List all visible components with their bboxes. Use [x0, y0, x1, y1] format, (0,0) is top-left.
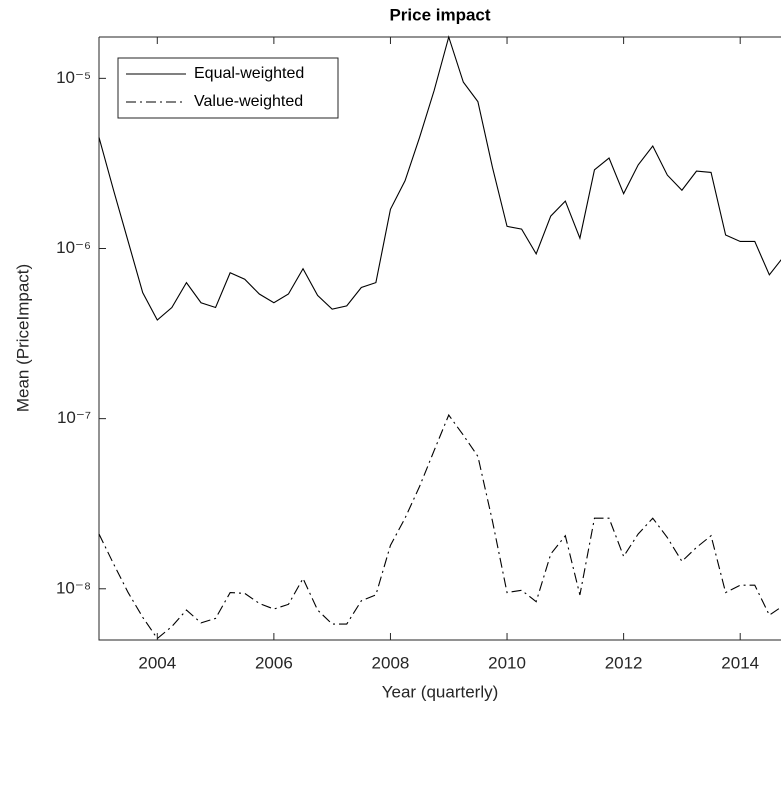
legend-box: [117, 57, 339, 119]
y-tick-label: 10⁻⁸: [56, 578, 91, 597]
axes-box: [98, 36, 781, 641]
y-tick-label: 10⁻⁵: [56, 68, 91, 87]
x-tick-label: 2004: [138, 653, 176, 672]
x-tick-label: 2008: [372, 653, 410, 672]
x-tick-label: 2012: [605, 653, 643, 672]
y-axis-label: Mean (PriceImpact): [13, 264, 32, 412]
x-axis-label: Year (quarterly): [382, 682, 499, 701]
x-tick-label: 2014: [721, 653, 759, 672]
series-line: [98, 413, 781, 640]
x-tick-label: 2010: [488, 653, 526, 672]
legend-label: Value-weighted: [194, 93, 303, 110]
y-tick-label: 10⁻⁷: [57, 408, 91, 427]
chart-title: Price impact: [389, 5, 490, 24]
x-tick-label: 2006: [255, 653, 293, 672]
legend-label: Equal-weighted: [194, 65, 304, 82]
series-line: [98, 35, 781, 321]
y-tick-label: 10⁻⁶: [56, 238, 91, 257]
